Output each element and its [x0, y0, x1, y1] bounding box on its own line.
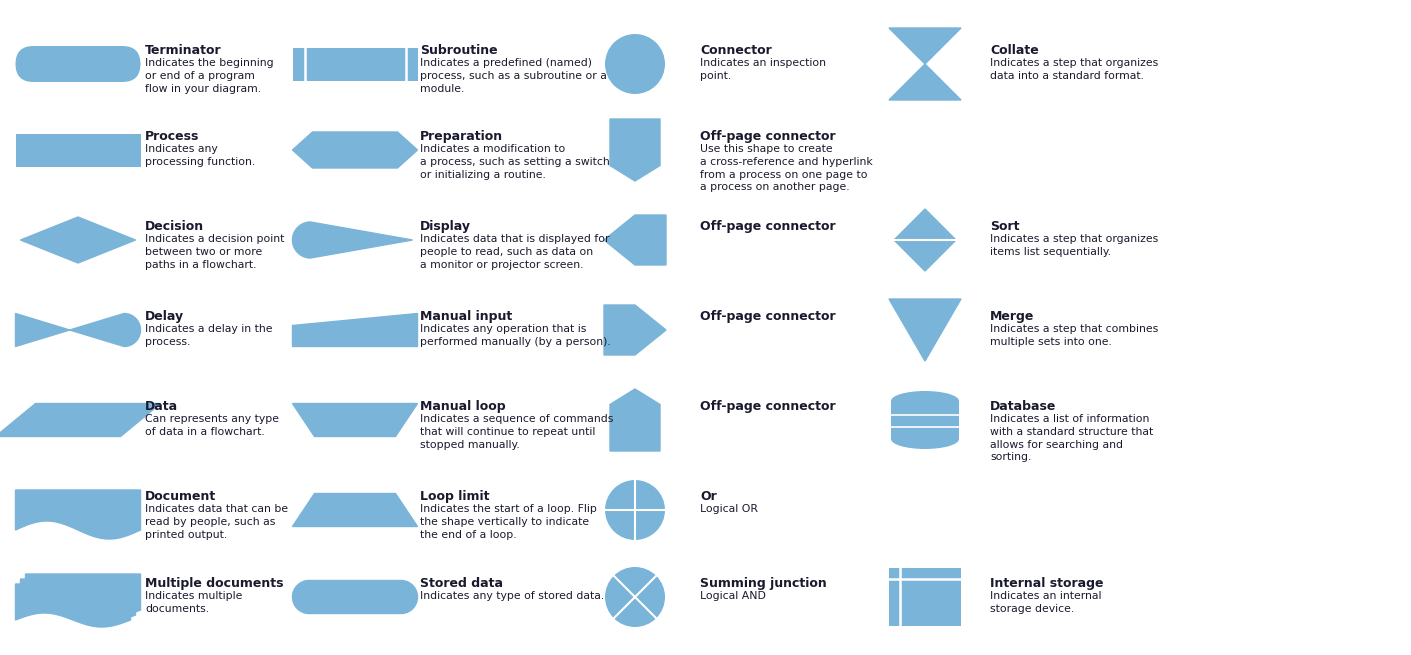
Text: Indicates any
processing function.: Indicates any processing function.: [145, 144, 255, 167]
Polygon shape: [16, 314, 141, 346]
Text: Indicates a predefined (named)
process, such as a subroutine or a
module.: Indicates a predefined (named) process, …: [420, 58, 607, 94]
Polygon shape: [292, 132, 418, 168]
Text: Multiple documents: Multiple documents: [145, 577, 284, 590]
Polygon shape: [16, 584, 130, 627]
Text: Data: Data: [145, 400, 178, 413]
Text: Manual loop: Manual loop: [420, 400, 505, 413]
Text: Off-page connector: Off-page connector: [700, 400, 835, 413]
Polygon shape: [889, 299, 961, 361]
Bar: [889, 568, 961, 626]
Ellipse shape: [890, 391, 959, 411]
Polygon shape: [604, 215, 666, 265]
Polygon shape: [292, 580, 418, 614]
Polygon shape: [21, 579, 135, 622]
Polygon shape: [292, 403, 418, 436]
Text: Logical AND: Logical AND: [700, 591, 766, 601]
Text: Preparation: Preparation: [420, 130, 504, 143]
Text: Indicates an internal
storage device.: Indicates an internal storage device.: [991, 591, 1102, 614]
Text: Terminator: Terminator: [145, 44, 222, 57]
Text: Delay: Delay: [145, 310, 183, 323]
Text: Database: Database: [991, 400, 1057, 413]
Polygon shape: [610, 389, 660, 451]
Text: Document: Document: [145, 490, 216, 503]
Text: Off-page connector: Off-page connector: [700, 130, 835, 143]
Polygon shape: [16, 490, 141, 539]
Text: Manual input: Manual input: [420, 310, 512, 323]
Bar: [292, 48, 418, 81]
Text: Logical OR: Logical OR: [700, 504, 758, 514]
Text: Merge: Merge: [991, 310, 1034, 323]
Text: Collate: Collate: [991, 44, 1038, 57]
Text: Indicates any type of stored data.: Indicates any type of stored data.: [420, 591, 604, 601]
Polygon shape: [292, 314, 418, 346]
Polygon shape: [889, 28, 961, 64]
Text: Subroutine: Subroutine: [420, 44, 498, 57]
Text: Or: Or: [700, 490, 717, 503]
Bar: [16, 134, 141, 166]
Text: Sort: Sort: [991, 220, 1020, 233]
Text: Indicates data that can be
read by people, such as
printed output.: Indicates data that can be read by peopl…: [145, 504, 288, 540]
Polygon shape: [25, 574, 141, 617]
Text: Can represents any type
of data in a flowchart.: Can represents any type of data in a flo…: [145, 414, 279, 437]
Text: Loop limit: Loop limit: [420, 490, 490, 503]
Text: Summing junction: Summing junction: [700, 577, 827, 590]
Polygon shape: [889, 64, 961, 100]
Text: Indicates a decision point
between two or more
paths in a flowchart.: Indicates a decision point between two o…: [145, 234, 285, 270]
Text: Indicates a step that organizes
items list sequentially.: Indicates a step that organizes items li…: [991, 234, 1158, 257]
Bar: [890, 401, 959, 439]
Text: Indicates data that is displayed for
people to read, such as data on
a monitor o: Indicates data that is displayed for peo…: [420, 234, 610, 270]
Text: Indicates the beginning
or end of a program
flow in your diagram.: Indicates the beginning or end of a prog…: [145, 58, 274, 94]
FancyBboxPatch shape: [16, 46, 141, 82]
Circle shape: [605, 480, 665, 540]
Text: Indicates a modification to
a process, such as setting a switch
or initializing : Indicates a modification to a process, s…: [420, 144, 610, 179]
Text: Internal storage: Internal storage: [991, 577, 1103, 590]
Text: Indicates an inspection
point.: Indicates an inspection point.: [700, 58, 825, 81]
Polygon shape: [604, 305, 666, 355]
Text: Indicates a list of information
with a standard structure that
allows for search: Indicates a list of information with a s…: [991, 414, 1153, 462]
Polygon shape: [292, 493, 418, 527]
Text: Off-page connector: Off-page connector: [700, 220, 835, 233]
Text: Indicates multiple
documents.: Indicates multiple documents.: [145, 591, 243, 614]
Polygon shape: [610, 119, 660, 181]
Text: Indicates a step that organizes
data into a standard format.: Indicates a step that organizes data int…: [991, 58, 1158, 81]
Text: Stored data: Stored data: [420, 577, 502, 590]
Text: Indicates any operation that is
performed manually (by a person).: Indicates any operation that is performe…: [420, 324, 611, 346]
Text: Display: Display: [420, 220, 471, 233]
Text: Connector: Connector: [700, 44, 772, 57]
Circle shape: [605, 567, 665, 627]
Polygon shape: [0, 403, 161, 436]
Text: Indicates a delay in the
process.: Indicates a delay in the process.: [145, 324, 272, 346]
Text: Indicates a step that combines
multiple sets into one.: Indicates a step that combines multiple …: [991, 324, 1158, 346]
Ellipse shape: [890, 429, 959, 449]
Text: Indicates the start of a loop. Flip
the shape vertically to indicate
the end of : Indicates the start of a loop. Flip the …: [420, 504, 597, 540]
Text: Indicates a sequence of commands
that will continue to repeat until
stopped manu: Indicates a sequence of commands that wi…: [420, 414, 614, 449]
Text: Use this shape to create
a cross-reference and hyperlink
from a process on one p: Use this shape to create a cross-referen…: [700, 144, 873, 193]
Text: Off-page connector: Off-page connector: [700, 310, 835, 323]
Text: Decision: Decision: [145, 220, 205, 233]
Text: Process: Process: [145, 130, 199, 143]
Polygon shape: [21, 217, 135, 263]
Polygon shape: [292, 222, 412, 258]
Circle shape: [605, 34, 665, 94]
Polygon shape: [895, 209, 957, 271]
